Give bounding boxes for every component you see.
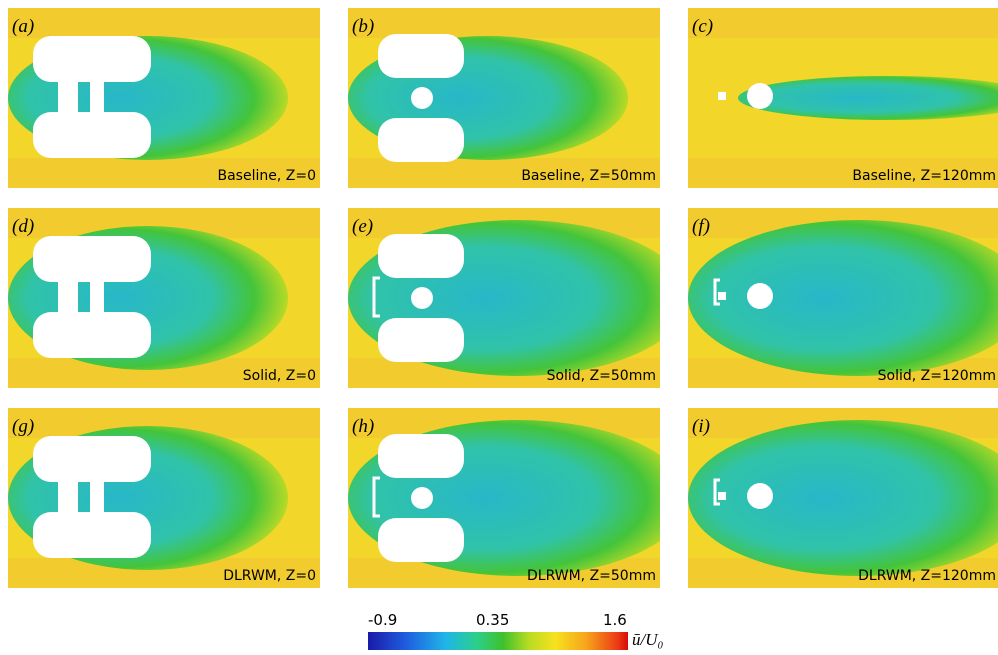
body bbox=[411, 87, 433, 109]
body bbox=[718, 292, 726, 300]
wake bbox=[688, 220, 998, 376]
contour-panel: (h) DLRWM, Z=50mm bbox=[348, 408, 660, 588]
panel-caption: Solid, Z=0 bbox=[243, 368, 316, 384]
background-band bbox=[8, 158, 320, 188]
panel-caption: DLRWM, Z=50mm bbox=[527, 568, 656, 584]
panel-caption: Baseline, Z=0 bbox=[218, 168, 317, 184]
body bbox=[718, 492, 726, 500]
contour-panel: (f) Solid, Z=120mm bbox=[688, 208, 998, 388]
background-band bbox=[348, 8, 660, 38]
wing bbox=[713, 278, 720, 306]
panel-caption: DLRWM, Z=120mm bbox=[858, 568, 996, 584]
body bbox=[747, 483, 773, 509]
panel-label: (e) bbox=[352, 216, 373, 237]
contour-panel: (c) Baseline, Z=120mm bbox=[688, 8, 998, 188]
panel-label: (a) bbox=[12, 16, 34, 37]
panel-label: (g) bbox=[12, 416, 34, 437]
wheel bbox=[378, 34, 464, 78]
background-band bbox=[348, 158, 660, 188]
panel-label: (f) bbox=[692, 216, 710, 237]
wing bbox=[372, 276, 380, 318]
body bbox=[411, 287, 433, 309]
contour-panel: (g) DLRWM, Z=0 bbox=[8, 408, 320, 588]
colorbar bbox=[368, 632, 628, 650]
body bbox=[747, 83, 773, 109]
background-band bbox=[688, 8, 998, 38]
body bbox=[411, 487, 433, 509]
contour-panel: (a) Baseline, Z=0 bbox=[8, 8, 320, 188]
panel-caption: Baseline, Z=120mm bbox=[852, 168, 996, 184]
wheel bbox=[378, 518, 464, 562]
contour-panel: (i) DLRWM, Z=120mm bbox=[688, 408, 998, 588]
panel-caption: Solid, Z=50mm bbox=[547, 368, 656, 384]
panel-label: (c) bbox=[692, 16, 713, 37]
body bbox=[747, 283, 773, 309]
contour-panel: (e) Solid, Z=50mm bbox=[348, 208, 660, 388]
panel-label: (d) bbox=[12, 216, 34, 237]
axle bbox=[90, 63, 104, 133]
wheel bbox=[378, 234, 464, 278]
wheel bbox=[378, 118, 464, 162]
wing bbox=[713, 478, 720, 506]
wake bbox=[688, 420, 998, 576]
background-band bbox=[8, 8, 320, 38]
contour-panel: (b) Baseline, Z=50mm bbox=[348, 8, 660, 188]
wing bbox=[372, 476, 380, 518]
wake bbox=[738, 76, 998, 120]
axle bbox=[90, 463, 104, 533]
colorbar-tick: 1.6 bbox=[603, 611, 627, 629]
panel-label: (h) bbox=[352, 416, 374, 437]
contour-panel: (d) Solid, Z=0 bbox=[8, 208, 320, 388]
axle bbox=[58, 268, 78, 328]
panel-label: (b) bbox=[352, 16, 374, 37]
axle bbox=[90, 263, 104, 333]
colorbar-label: ū/U₀ bbox=[632, 630, 664, 649]
panel-caption: Baseline, Z=50mm bbox=[521, 168, 656, 184]
body bbox=[718, 92, 726, 100]
wheel bbox=[378, 318, 464, 362]
axle bbox=[58, 68, 78, 128]
panel-caption: Solid, Z=120mm bbox=[878, 368, 996, 384]
colorbar-tick: -0.9 bbox=[368, 611, 398, 629]
panel-caption: DLRWM, Z=0 bbox=[223, 568, 316, 584]
axle bbox=[58, 468, 78, 528]
background-band bbox=[688, 158, 998, 188]
wheel bbox=[378, 434, 464, 478]
panel-label: (i) bbox=[692, 416, 710, 437]
colorbar-tick: 0.35 bbox=[476, 611, 510, 629]
